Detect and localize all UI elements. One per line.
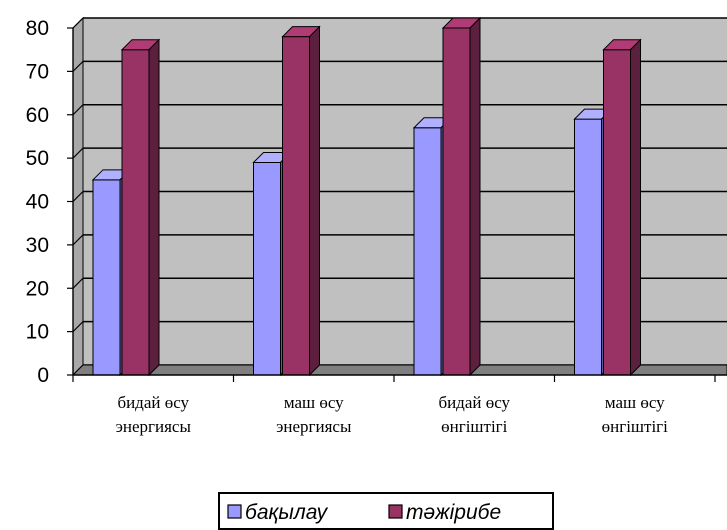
y-tick-label: 60	[26, 104, 49, 127]
bar	[413, 127, 442, 376]
legend-swatch	[388, 504, 403, 519]
y-tick-label: 0	[37, 364, 49, 387]
y-tick-label: 20	[26, 277, 49, 300]
x-category-label: энергиясы	[276, 417, 352, 436]
bar-side	[469, 16, 481, 377]
gridline-side	[72, 277, 84, 289]
bar	[92, 179, 121, 376]
y-axis: 0 10 20 30 40 50 60 70 80	[26, 17, 74, 387]
y-tick-label: 80	[26, 17, 49, 40]
x-category-label: бидай өсу	[438, 393, 510, 412]
gridline-side	[72, 234, 84, 246]
legend-box	[218, 492, 554, 530]
x-category-label: энергиясы	[116, 417, 192, 436]
x-category-label: бидай өсу	[117, 393, 189, 412]
gridline-side	[72, 60, 84, 72]
y-tick-label: 70	[26, 60, 49, 83]
y-tick-label: 50	[26, 147, 49, 170]
legend-label: тәжірибе	[406, 501, 501, 524]
bar	[121, 49, 150, 376]
y-tick-label: 10	[26, 321, 49, 344]
gridline-side	[72, 147, 84, 159]
gridline-side	[72, 191, 84, 202]
legend: бақылау тәжірибе	[218, 492, 554, 530]
bar-side	[309, 25, 320, 377]
bars	[91, 16, 642, 377]
bar	[574, 118, 602, 376]
bar-side	[630, 38, 641, 377]
y-tick-label: 40	[26, 191, 49, 214]
x-category-label: өнгіштігі	[441, 417, 508, 436]
legend-label: бақылау	[245, 501, 329, 524]
bar	[603, 49, 631, 376]
legend-swatch	[227, 504, 242, 519]
bar-side	[148, 38, 160, 377]
gridline-side	[72, 321, 84, 333]
bar	[253, 161, 281, 376]
bar	[282, 36, 310, 376]
gridline-side	[72, 17, 84, 29]
x-category-label: өнгіштігі	[602, 417, 669, 436]
y-tick-label: 30	[26, 234, 49, 257]
gridline-side	[72, 104, 84, 116]
x-axis: бидай өсу энергиясы маш өсу энергиясы бидай …	[72, 374, 727, 436]
bar	[442, 27, 471, 376]
x-category-label: маш өсу	[284, 393, 344, 412]
x-category-label: маш өсу	[605, 393, 665, 412]
